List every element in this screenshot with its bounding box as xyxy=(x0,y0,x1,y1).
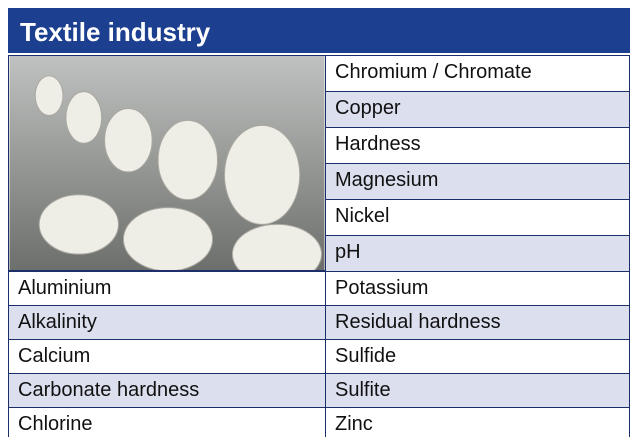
table-cell: Magnesium xyxy=(325,163,630,200)
table-cell: Aluminium xyxy=(8,271,326,306)
table-cell: Chromium / Chromate xyxy=(325,55,630,92)
table-cell: Hardness xyxy=(325,127,630,164)
table-cell: Zinc xyxy=(325,407,630,437)
table-cell: Chlorine xyxy=(8,407,326,437)
header-title: Textile industry xyxy=(8,8,630,53)
table-cell: Potassium xyxy=(325,271,630,306)
table-cell: pH xyxy=(325,235,630,272)
table-cell: Carbonate hardness xyxy=(8,373,326,408)
table-cell: Alkalinity xyxy=(8,305,326,340)
page: Textile industry Chromium / Chromate Copp… xyxy=(8,8,630,437)
table-cell: Residual hardness xyxy=(325,305,630,340)
photo xyxy=(8,55,326,271)
table-cell: Nickel xyxy=(325,199,630,236)
table-cell: Sulfide xyxy=(325,339,630,374)
table-cell: Sulfite xyxy=(325,373,630,408)
table-cell: Copper xyxy=(325,91,630,128)
table-cell: Calcium xyxy=(8,339,326,374)
